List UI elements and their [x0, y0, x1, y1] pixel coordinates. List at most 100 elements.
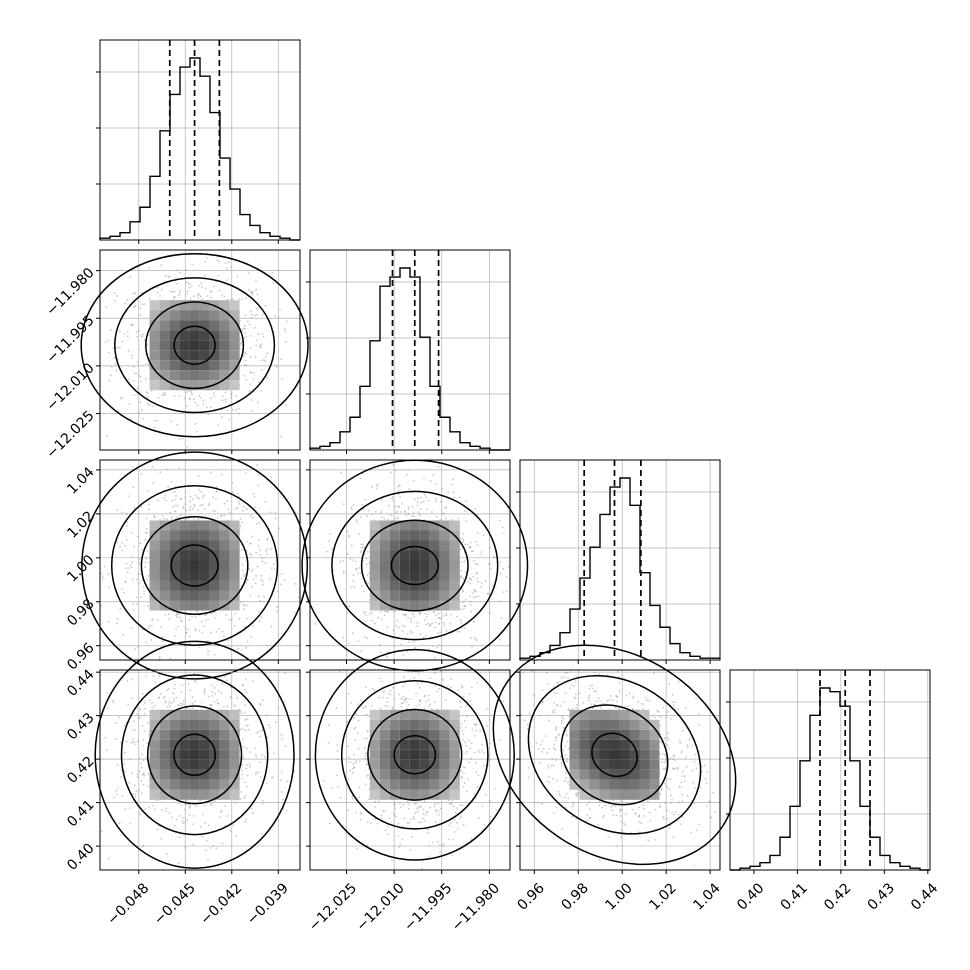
scatter-point	[416, 811, 419, 813]
density-cell	[439, 540, 450, 551]
scatter-point	[414, 498, 416, 501]
density-cell	[159, 550, 170, 561]
scatter-point	[180, 690, 183, 693]
scatter-point	[474, 589, 476, 592]
scatter-point	[475, 562, 477, 565]
scatter-point	[365, 563, 368, 566]
scatter-point	[230, 618, 233, 621]
scatter-point	[129, 758, 132, 761]
scatter-point	[471, 728, 474, 731]
scatter-point	[377, 616, 380, 619]
scatter-point	[400, 705, 403, 708]
scatter-point	[240, 712, 242, 715]
scatter-point	[363, 590, 365, 593]
scatter-point	[132, 738, 135, 740]
scatter-point	[355, 567, 358, 570]
scatter-point	[427, 499, 430, 502]
density-cell	[199, 709, 210, 720]
scatter-point	[249, 291, 252, 293]
scatter-point	[408, 698, 411, 700]
scatter-point	[462, 538, 465, 541]
scatter-point	[352, 771, 354, 774]
scatter-point	[131, 357, 133, 360]
density-cell	[229, 739, 240, 750]
scatter-point	[477, 595, 480, 597]
scatter-point	[416, 501, 419, 504]
density-cell	[219, 330, 230, 341]
scatter-point	[449, 686, 452, 689]
scatter-point	[381, 498, 383, 501]
density-cell	[399, 789, 410, 800]
density-cell	[379, 719, 390, 730]
scatter-point	[239, 710, 242, 712]
scatter-point	[357, 572, 359, 575]
scatter-point	[367, 798, 370, 801]
scatter-point	[144, 808, 146, 811]
scatter-point	[681, 800, 684, 802]
density-cell	[159, 719, 170, 730]
scatter-point	[447, 685, 449, 687]
density-cell	[389, 560, 400, 571]
scatter-point	[217, 274, 220, 277]
scatter-point	[423, 493, 426, 496]
scatter-point	[145, 363, 147, 365]
scatter-point	[349, 558, 352, 560]
scatter-point	[479, 729, 482, 732]
scatter-point	[434, 803, 436, 806]
density-cell	[419, 530, 430, 541]
scatter-point	[140, 780, 143, 783]
density-cell	[199, 370, 210, 381]
scatter-point	[221, 842, 224, 845]
scatter-point	[270, 625, 273, 628]
scatter-point	[387, 518, 389, 521]
scatter-point	[201, 517, 203, 520]
scatter-point	[280, 734, 283, 736]
scatter-point	[591, 707, 594, 710]
density-cell	[399, 719, 410, 730]
scatter-point	[276, 606, 279, 609]
scatter-point	[551, 758, 554, 761]
scatter-point	[366, 737, 368, 740]
density-cell	[159, 380, 170, 391]
density-cell	[219, 530, 230, 541]
scatter-point	[234, 508, 237, 510]
density-cell	[419, 779, 430, 790]
scatter-point	[366, 821, 369, 823]
scatter-point	[178, 294, 180, 297]
density-cell	[209, 580, 220, 591]
scatter-point	[220, 473, 223, 476]
scatter-point	[393, 698, 396, 700]
scatter-point	[256, 463, 259, 466]
scatter-point	[461, 729, 464, 732]
density-cell	[179, 570, 190, 581]
density-cell	[429, 709, 440, 720]
scatter-point	[472, 559, 475, 562]
scatter-point	[373, 689, 376, 692]
scatter-point	[231, 481, 234, 484]
scatter-point	[261, 313, 264, 316]
scatter-point	[463, 627, 466, 630]
scatter-point	[250, 410, 253, 412]
scatter-point	[391, 708, 394, 710]
scatter-point	[117, 347, 119, 349]
scatter-point	[362, 508, 365, 511]
scatter-point	[145, 757, 148, 760]
scatter-point	[355, 811, 358, 814]
scatter-point	[139, 717, 142, 720]
scatter-point	[390, 471, 392, 474]
scatter-point	[245, 767, 248, 770]
scatter-point	[169, 290, 172, 293]
scatter-point	[164, 275, 167, 278]
scatter-point	[347, 745, 349, 747]
scatter-point	[192, 295, 195, 298]
scatter-point	[400, 511, 402, 513]
scatter-point	[203, 693, 206, 695]
density-cell	[449, 709, 460, 720]
scatter-panel-2-1	[301, 459, 529, 672]
scatter-point	[108, 379, 111, 382]
scatter-point	[255, 574, 258, 577]
scatter-point	[262, 359, 265, 361]
scatter-point	[472, 550, 475, 552]
scatter-point	[408, 822, 410, 824]
scatter-point	[457, 827, 459, 830]
